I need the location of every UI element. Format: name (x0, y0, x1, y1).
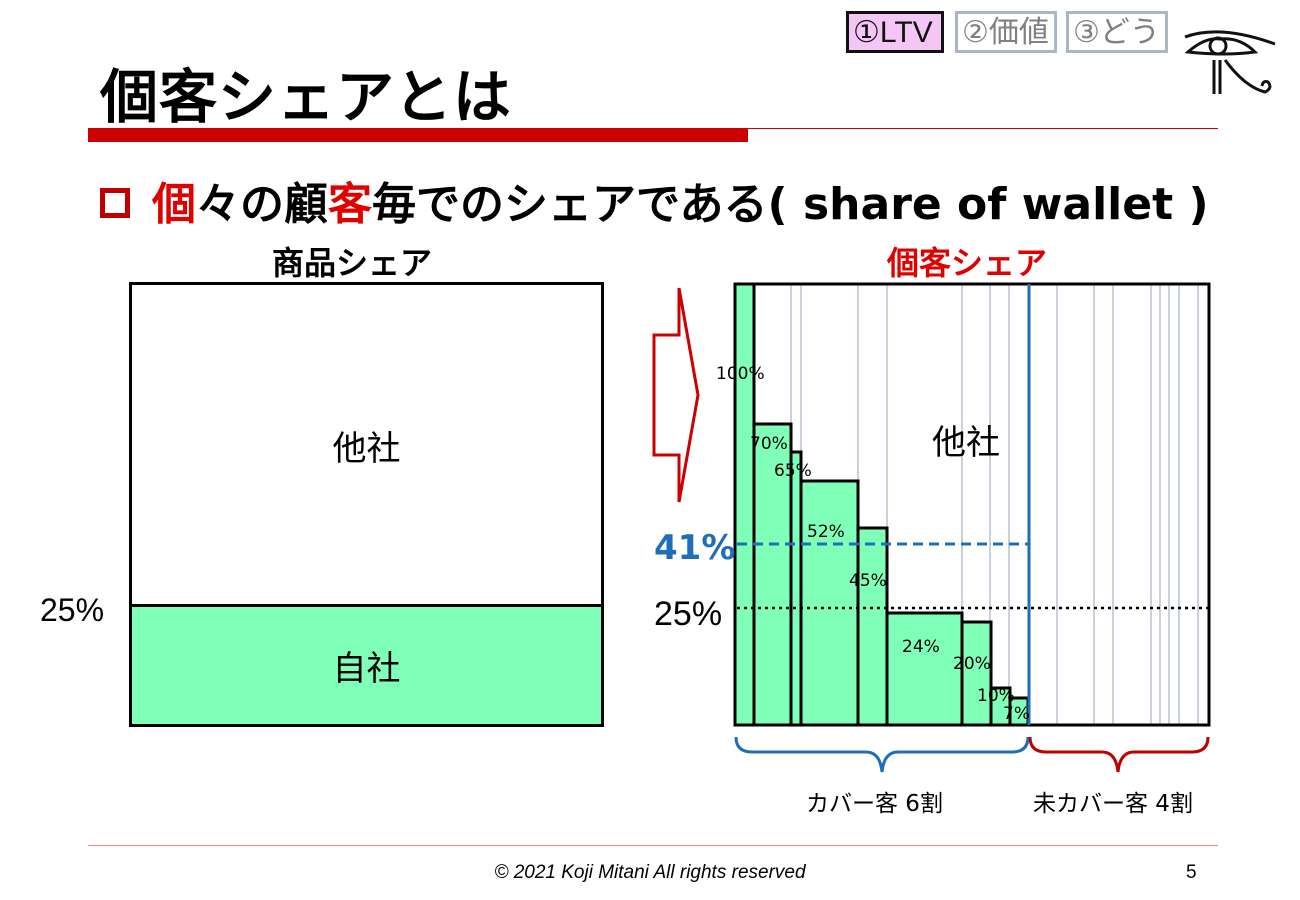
own-company-label: 自社 (332, 649, 401, 689)
nav-tab-how[interactable]: ③どう (1066, 11, 1168, 53)
left-chart-heading: 商品シェア (272, 244, 433, 282)
subtitle-part: 個 (152, 179, 196, 230)
nav-tab-ltv[interactable]: ①LTV (846, 11, 944, 53)
bar-value-label: 52% (807, 522, 845, 542)
hollow-square-icon (100, 188, 130, 218)
subtitle-part: 客 (328, 179, 372, 230)
uncovered-customers-label: 未カバー客 4割 (1033, 791, 1193, 817)
bar-value-label: 7% (1003, 704, 1030, 724)
bar-value-label: 100% (716, 364, 765, 384)
bar-value-label: 70% (750, 434, 788, 454)
title-underline (88, 128, 748, 142)
subtitle-part: 毎でのシェアである( share of wallet ) (372, 179, 1209, 230)
arrow-right-icon (652, 287, 700, 503)
own-company-area: 自社 (132, 604, 601, 724)
avg-share-label: 41% (654, 528, 736, 568)
covered-brace-icon (734, 736, 1030, 773)
bar-value-label: 24% (902, 637, 940, 657)
product-share-chart: 他社 自社 (129, 282, 604, 727)
right-chart-heading: 個客シェア (887, 244, 1048, 282)
nav-tab-value[interactable]: ②価値 (955, 11, 1057, 53)
bar-value-label: 20% (953, 654, 991, 674)
bar-value-label: 10% (977, 686, 1015, 706)
covered-customers-label: カバー客 6割 (806, 791, 943, 817)
subtitle: 個々の顧客毎でのシェアである( share of wallet ) (100, 168, 1209, 232)
other-company-label: 他社 (332, 428, 401, 469)
uncovered-brace-icon (1028, 736, 1210, 773)
ref-share-label: 25% (654, 595, 723, 633)
footer-divider (88, 845, 1218, 846)
title-underline-thin (748, 128, 1218, 129)
subtitle-part: 々の顧 (196, 179, 328, 230)
bar-value-label: 45% (849, 571, 887, 591)
page-title: 個客シェアとは (100, 63, 512, 131)
coverage-braces (734, 736, 1210, 773)
customer-share-chart (733, 282, 1211, 727)
other-company-label-right: 他社 (932, 423, 1000, 463)
left-pct-label: 25% (40, 592, 105, 628)
eye-of-horus-icon (1184, 30, 1276, 94)
other-company-area: 他社 (132, 285, 601, 605)
copyright-text: © 2021 Koji Mitani All rights reserved (494, 862, 806, 883)
bar-value-label: 65% (774, 461, 812, 481)
page-number: 5 (1186, 862, 1197, 883)
